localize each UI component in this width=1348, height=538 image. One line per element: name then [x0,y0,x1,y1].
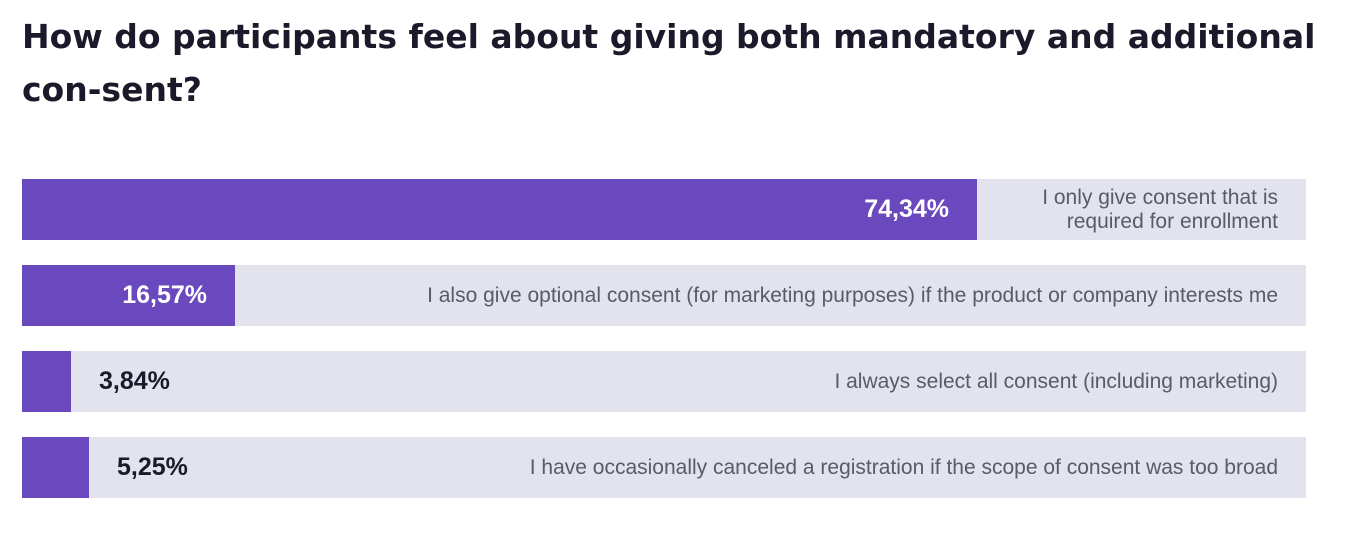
bar-value-label: 74,34% [864,195,949,223]
chart-title: How do participants feel about giving bo… [22,17,1316,109]
bar-fill [22,351,71,412]
bar-value-label: 3,84% [99,367,170,395]
bar-row: 74,34% I only give consent that is requi… [22,179,1306,240]
bar-category-label: I have occasionally canceled a registrat… [529,455,1278,479]
bar-chart: 74,34% I only give consent that is requi… [22,179,1306,523]
bar-fill [22,265,235,326]
bar-category-label: I only give consent that is required for… [1042,185,1278,233]
bar-value-label: 5,25% [117,453,188,481]
bar-fill [22,437,89,498]
bar-row: 16,57% I also give optional consent (for… [22,265,1306,326]
bar-category-label: I always select all consent (including m… [834,369,1278,393]
bar-value-label: 16,57% [122,281,207,309]
bar-category-label: I also give optional consent (for market… [427,283,1278,307]
bar-fill [22,179,977,240]
bar-row: 5,25% I have occasionally canceled a reg… [22,437,1306,498]
bar-row: 3,84% I always select all consent (inclu… [22,351,1306,412]
